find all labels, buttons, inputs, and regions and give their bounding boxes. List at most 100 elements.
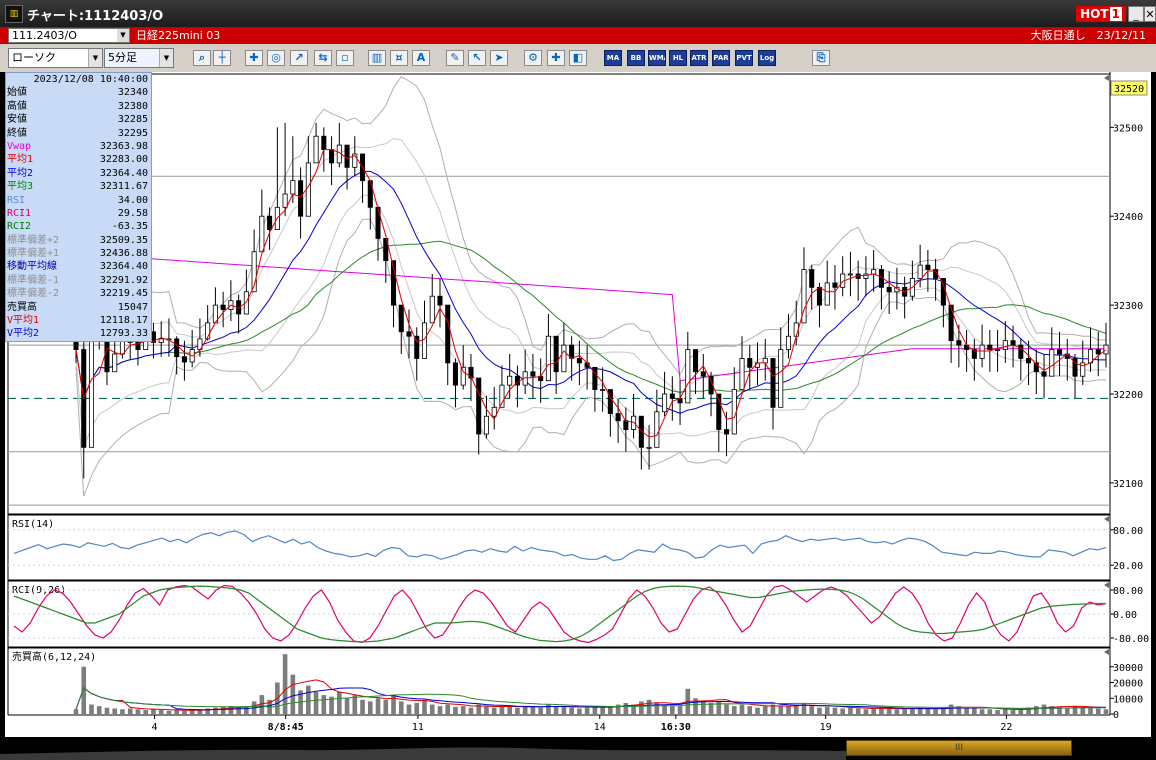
volume-bar — [577, 708, 582, 714]
volume-bar — [561, 706, 567, 714]
candlestick — [809, 265, 815, 310]
chevron-down-icon[interactable]: ▼ — [117, 29, 129, 42]
series-line-rsi — [13, 530, 1107, 562]
ohlc-label: RSI — [7, 194, 26, 206]
candle-body — [631, 415, 637, 430]
candlestick — [507, 354, 513, 399]
study-wma-button[interactable]: WMA — [648, 50, 666, 66]
study-bb-button[interactable]: BB — [627, 50, 645, 66]
volume-bar — [662, 704, 667, 714]
ohlc-label: 売買高 — [7, 301, 37, 313]
candlestick — [476, 377, 482, 455]
close-button[interactable]: ✕ — [1144, 6, 1156, 22]
candle-body — [406, 331, 412, 337]
ohlc-label: RCI1 — [7, 207, 32, 219]
candlestick — [801, 247, 807, 324]
color-palette-icon[interactable]: ◧ — [569, 50, 587, 66]
candle-body — [693, 349, 699, 373]
pen-icon[interactable]: ✎ — [446, 50, 464, 66]
y-tick-label: 10000 — [1113, 694, 1143, 705]
candle-body — [344, 144, 350, 168]
volume-bar — [910, 708, 915, 714]
pointer-icon[interactable]: ↖ — [468, 50, 486, 66]
chart-canvas[interactable]: 32500 32400 32300 32200 32100 32520 4 8/8:45 11 1… — [0, 72, 1156, 742]
chart-type-select[interactable]: ローソク ▼ — [8, 48, 103, 68]
compare-icon[interactable]: ⇆ — [314, 50, 332, 66]
candlestick — [995, 330, 1001, 372]
ohlc-label: 始値 — [7, 87, 27, 99]
instrument-code-select[interactable]: 111.2403/O ▼ — [8, 28, 130, 43]
study-log-button[interactable]: Log — [758, 50, 776, 66]
ohlc-row: Vwap 32363.98 — [6, 140, 151, 153]
study-par-button[interactable]: PAR — [712, 50, 730, 66]
candlestick — [1057, 331, 1063, 377]
candlestick — [390, 260, 397, 328]
magnifier-icon[interactable]: ◎ — [267, 50, 285, 66]
candlestick — [243, 269, 249, 315]
study-hl-button[interactable]: HL — [669, 50, 687, 66]
volume-bar — [1064, 707, 1070, 714]
study-ma-button[interactable]: MA — [604, 50, 622, 66]
study-pvt-button[interactable]: PVT — [735, 50, 753, 66]
candle-body — [816, 286, 822, 306]
candlestick — [174, 336, 180, 375]
volume-bar — [491, 707, 497, 714]
volume-bar — [608, 706, 613, 714]
candle-body — [1010, 340, 1016, 346]
candlestick — [398, 304, 404, 354]
ohlc-value: 32340 — [117, 87, 148, 99]
candle-body — [553, 335, 559, 373]
crosshair-icon[interactable]: ┼ — [213, 50, 231, 66]
ohlc-value: 32364.40 — [99, 167, 148, 179]
candle-body — [491, 406, 497, 417]
pane-title: RSI(14) — [12, 519, 54, 530]
candle-body — [561, 344, 567, 373]
wrench-icon[interactable]: ✚ — [547, 50, 565, 66]
interval-select[interactable]: 5分足 ▼ — [104, 48, 174, 68]
candlestick — [778, 327, 784, 408]
chart-line-icon[interactable]: ↗ — [290, 50, 308, 66]
price-tool-icon[interactable]: ¤ — [390, 50, 408, 66]
study-atr-button[interactable]: ATR — [690, 50, 708, 66]
volume-bar — [902, 709, 907, 714]
hot-badge[interactable]: HOT 1 — [1076, 6, 1126, 22]
candle-body — [445, 304, 451, 364]
candle-body — [290, 180, 296, 195]
volume-bar — [476, 704, 482, 714]
volume-bar — [329, 696, 334, 714]
blank-tool-icon[interactable]: ▫ — [336, 50, 354, 66]
volume-bar — [1033, 706, 1039, 714]
x-tick-label: 19 — [820, 722, 832, 733]
volume-bar — [96, 706, 102, 714]
candlestick — [421, 300, 428, 359]
volume-bar — [917, 707, 923, 714]
chart-area[interactable]: 32500 32400 32300 32200 32100 32520 4 8/8:45 11 1… — [0, 72, 1156, 742]
bookmark-icon[interactable]: ✚ — [245, 50, 263, 66]
title-bar[interactable]: ▥ チャート:1112403/O HOT 1 _ ✕ — [0, 0, 1156, 27]
volume-bar — [553, 706, 559, 714]
minimize-button[interactable]: _ — [1128, 6, 1144, 22]
scroll-thumb[interactable]: III — [846, 740, 1072, 756]
export-icon[interactable]: ⎘ — [812, 50, 830, 66]
chevron-down-icon[interactable]: ▼ — [88, 49, 102, 67]
all-icon[interactable]: A — [412, 50, 430, 66]
candle-body — [809, 269, 815, 288]
arrow-icon[interactable]: ➤ — [490, 50, 508, 66]
instrument-name: 日経225mini 03 — [136, 29, 221, 42]
zoom-icon[interactable]: ⌕ — [193, 50, 211, 66]
volume-bar — [244, 706, 249, 714]
candle-body — [801, 269, 807, 324]
chevron-down-icon[interactable]: ▼ — [159, 49, 173, 67]
bar-chart-icon[interactable]: ▥ — [368, 50, 386, 66]
candle-body — [437, 295, 443, 306]
candlestick — [770, 358, 776, 430]
settings-gear-icon[interactable]: ⚙ — [524, 50, 542, 66]
candlestick — [452, 358, 458, 408]
vwap-line — [75, 253, 1106, 382]
candlestick — [747, 345, 753, 390]
horizontal-scrollbar[interactable]: III — [0, 740, 1156, 760]
candle-body — [1072, 358, 1078, 377]
candle-body — [747, 358, 753, 368]
ohlc-label: V平均2 — [7, 328, 40, 340]
volume-bar — [468, 707, 474, 714]
